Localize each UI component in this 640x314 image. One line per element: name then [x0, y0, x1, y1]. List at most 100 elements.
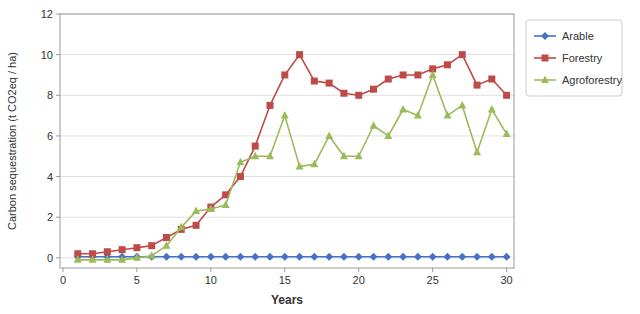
point: [207, 205, 215, 213]
point: [192, 253, 200, 261]
point: [237, 173, 244, 180]
point: [310, 253, 318, 261]
point: [429, 253, 437, 261]
y-tick-label: 2: [47, 211, 53, 223]
point: [310, 160, 318, 168]
point: [414, 111, 422, 119]
y-tick-label: 4: [47, 171, 53, 183]
grid-line: [60, 176, 514, 177]
legend-marker: [542, 55, 549, 62]
point: [266, 253, 274, 261]
grid-line: [60, 217, 514, 218]
x-tick-label: 10: [205, 274, 217, 286]
legend-marker: [541, 76, 549, 84]
series: [74, 70, 511, 262]
point: [355, 92, 362, 99]
grid-line: [60, 135, 514, 136]
point: [488, 105, 496, 113]
point: [340, 253, 348, 261]
point: [458, 253, 466, 261]
point: [503, 129, 511, 137]
y-tick-label: 12: [41, 8, 53, 20]
point: [429, 70, 437, 78]
point: [414, 253, 422, 261]
y-tick-label: 8: [47, 89, 53, 101]
x-tick-label: 25: [427, 274, 439, 286]
x-tick: [62, 268, 63, 272]
point: [222, 253, 230, 261]
point: [503, 92, 510, 99]
x-tick: [136, 268, 137, 272]
y-tick: [56, 257, 60, 258]
point: [370, 121, 378, 128]
point: [474, 82, 481, 89]
point: [488, 76, 495, 83]
point: [296, 162, 304, 170]
point: [118, 255, 126, 263]
series-line: [78, 75, 507, 260]
point: [355, 253, 363, 261]
point: [192, 207, 200, 215]
point: [281, 111, 289, 119]
y-tick: [56, 14, 60, 15]
point: [281, 253, 289, 261]
point: [266, 102, 273, 109]
x-tick-label: 30: [500, 274, 512, 286]
point: [163, 234, 170, 241]
x-tick-label: 15: [279, 274, 291, 286]
point: [74, 255, 82, 263]
point: [355, 152, 363, 160]
point: [473, 148, 481, 156]
chart: 051015202530024681012YearsCarbon sequest…: [0, 0, 640, 314]
point: [370, 86, 377, 93]
axes: 051015202530024681012: [41, 8, 513, 286]
point: [503, 253, 511, 261]
point: [133, 253, 141, 261]
point: [385, 76, 392, 83]
y-tick-label: 10: [41, 49, 53, 61]
point: [207, 253, 215, 261]
x-tick: [358, 268, 359, 272]
point: [162, 253, 170, 261]
y-tick: [56, 135, 60, 136]
point: [325, 131, 333, 139]
point: [296, 51, 303, 58]
legend-box: [526, 20, 622, 96]
point: [104, 248, 111, 255]
grid: [60, 14, 514, 258]
x-axis-label: Years: [271, 293, 303, 307]
plot-area: [74, 51, 511, 263]
point: [458, 101, 466, 109]
point: [443, 253, 451, 261]
point: [473, 253, 481, 261]
point: [133, 244, 140, 251]
point: [325, 253, 333, 261]
point: [177, 223, 185, 231]
legend-marker: [541, 32, 549, 40]
y-tick: [56, 217, 60, 218]
point: [177, 253, 185, 261]
legend-label: Agroforestry: [562, 74, 622, 86]
legend-label: Forestry: [562, 52, 603, 64]
x-tick-label: 5: [134, 274, 140, 286]
point: [236, 158, 244, 166]
point: [488, 253, 496, 261]
point: [384, 131, 392, 139]
y-tick-label: 6: [47, 130, 53, 142]
point: [103, 255, 111, 263]
point: [384, 253, 392, 261]
point: [399, 253, 407, 261]
point: [162, 241, 170, 249]
point: [251, 152, 259, 160]
point: [326, 80, 333, 87]
point: [236, 253, 244, 261]
point: [370, 253, 378, 261]
point: [340, 152, 348, 160]
grid-line: [60, 95, 514, 96]
series-line: [78, 55, 507, 254]
point: [281, 71, 288, 78]
point: [266, 152, 274, 160]
y-axis-label: Carbon sequestration (t CO2eq / ha): [6, 52, 18, 230]
y-tick: [56, 54, 60, 55]
point: [443, 111, 451, 119]
